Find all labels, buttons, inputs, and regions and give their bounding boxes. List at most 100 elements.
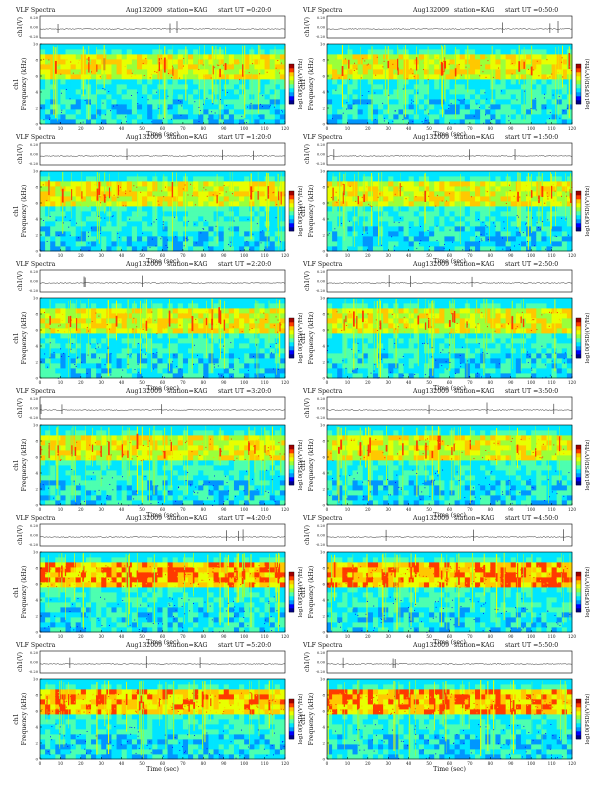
heatmap-cell: [228, 353, 235, 359]
heatmap-cell: [556, 241, 563, 247]
heatmap-cell: [55, 313, 61, 319]
heatmap-cell: [408, 44, 415, 50]
heatmap-cell: [485, 181, 491, 187]
psd-speckle-low: [424, 109, 426, 111]
heatmap-cell: [203, 109, 209, 115]
heatmap-cell: [91, 69, 97, 75]
heatmap-cell: [131, 64, 138, 70]
heatmap-cell: [152, 181, 158, 187]
heatmap-cell: [439, 84, 445, 90]
heatmap-cell: [40, 104, 46, 110]
heatmap-cell: [208, 181, 214, 187]
heatmap-cell: [485, 206, 491, 212]
heatmap-cell: [475, 54, 481, 60]
heatmap-cell: [147, 338, 153, 344]
heatmap-cell: [485, 226, 491, 232]
heatmap-cell: [85, 171, 92, 177]
heatmap-cell: [423, 74, 430, 80]
heatmap-cell: [505, 84, 512, 90]
heatmap-cell: [91, 348, 97, 354]
heatmap-cell: [203, 338, 209, 344]
psd-speckle: [505, 202, 507, 204]
heatmap-cell: [218, 343, 225, 349]
heatmap-cell: [152, 89, 158, 95]
heatmap-cell: [116, 246, 123, 252]
heatmap-cell: [218, 59, 225, 65]
heatmap-cell: [444, 69, 450, 75]
heatmap-cell: [413, 119, 420, 125]
heatmap-cell: [188, 353, 194, 359]
heatmap-cell: [162, 241, 168, 247]
heatmap-cell: [167, 94, 174, 100]
heatmap-cell: [541, 206, 547, 212]
heatmap-cell: [274, 74, 281, 80]
psd-speckle: [544, 202, 546, 204]
heatmap-cell: [91, 323, 97, 329]
sferic-burst: [384, 46, 386, 96]
psd-speckle: [119, 186, 121, 188]
heatmap-cell: [454, 54, 461, 60]
heatmap-cell: [352, 241, 359, 247]
heatmap-cell: [50, 298, 56, 304]
ch-axis-label: ch1(V): [304, 144, 311, 164]
psd-speckle-low: [463, 98, 465, 100]
heatmap-cell: [398, 176, 404, 182]
heatmap-cell: [106, 211, 112, 217]
heatmap-cell: [357, 74, 364, 80]
heatmap-cell: [244, 206, 250, 212]
heatmap-cell: [408, 196, 415, 202]
heatmap-cell: [342, 69, 348, 75]
psd-speckle-low: [394, 249, 395, 251]
heatmap-cell: [50, 353, 56, 359]
heatmap-cell: [228, 114, 235, 120]
heatmap-cell: [244, 226, 250, 232]
psd-speckle: [184, 184, 186, 186]
heatmap-cell: [228, 318, 235, 324]
heatmap-cell: [254, 44, 260, 50]
heatmap-cell: [449, 64, 455, 70]
heatmap-cell: [480, 171, 486, 177]
heatmap-cell: [393, 44, 399, 50]
heatmap-cell: [423, 201, 430, 207]
heatmap-cell: [347, 221, 353, 227]
psd-speckle: [214, 66, 216, 68]
heatmap-cell: [259, 196, 265, 202]
heatmap-cell: [162, 236, 168, 242]
psd-speckle-low: [137, 103, 139, 104]
heatmap-cell: [233, 44, 240, 50]
heatmap-cell: [551, 211, 558, 217]
psd-speckle: [48, 59, 50, 61]
heatmap-cell: [398, 69, 404, 75]
heatmap-cell: [367, 191, 374, 197]
heatmap-cell: [495, 69, 501, 75]
heatmap-cell: [372, 201, 379, 207]
heatmap-cell: [152, 186, 158, 192]
heatmap-cell: [264, 99, 271, 105]
heatmap-cell: [480, 241, 486, 247]
heatmap-cell: [551, 201, 558, 207]
heatmap-cell: [342, 226, 348, 232]
sferic-burst: [455, 46, 457, 120]
heatmap-cell: [188, 333, 194, 339]
psd-speckle-low: [412, 100, 414, 102]
heatmap-cell: [218, 363, 225, 369]
heatmap-cell: [510, 84, 517, 90]
psd-speckle: [77, 77, 79, 79]
heatmap-cell: [490, 241, 496, 247]
heatmap-cell: [106, 308, 112, 314]
heatmap-cell: [60, 119, 66, 125]
heatmap-cell: [475, 89, 481, 95]
psd-speckle-low: [110, 110, 111, 112]
heatmap-cell: [203, 216, 209, 222]
psd-speckle: [532, 69, 534, 71]
heatmap-cell: [126, 109, 133, 115]
heatmap-cell: [454, 104, 461, 110]
heatmap-cell: [383, 114, 389, 120]
heatmap-cell: [475, 231, 481, 237]
heatmap-cell: [208, 211, 214, 217]
heatmap-cell: [218, 236, 225, 242]
heatmap-cell: [337, 54, 343, 60]
psd-speckle-low: [102, 88, 104, 89]
heatmap-cell: [403, 206, 410, 212]
burst-core: [171, 181, 174, 198]
